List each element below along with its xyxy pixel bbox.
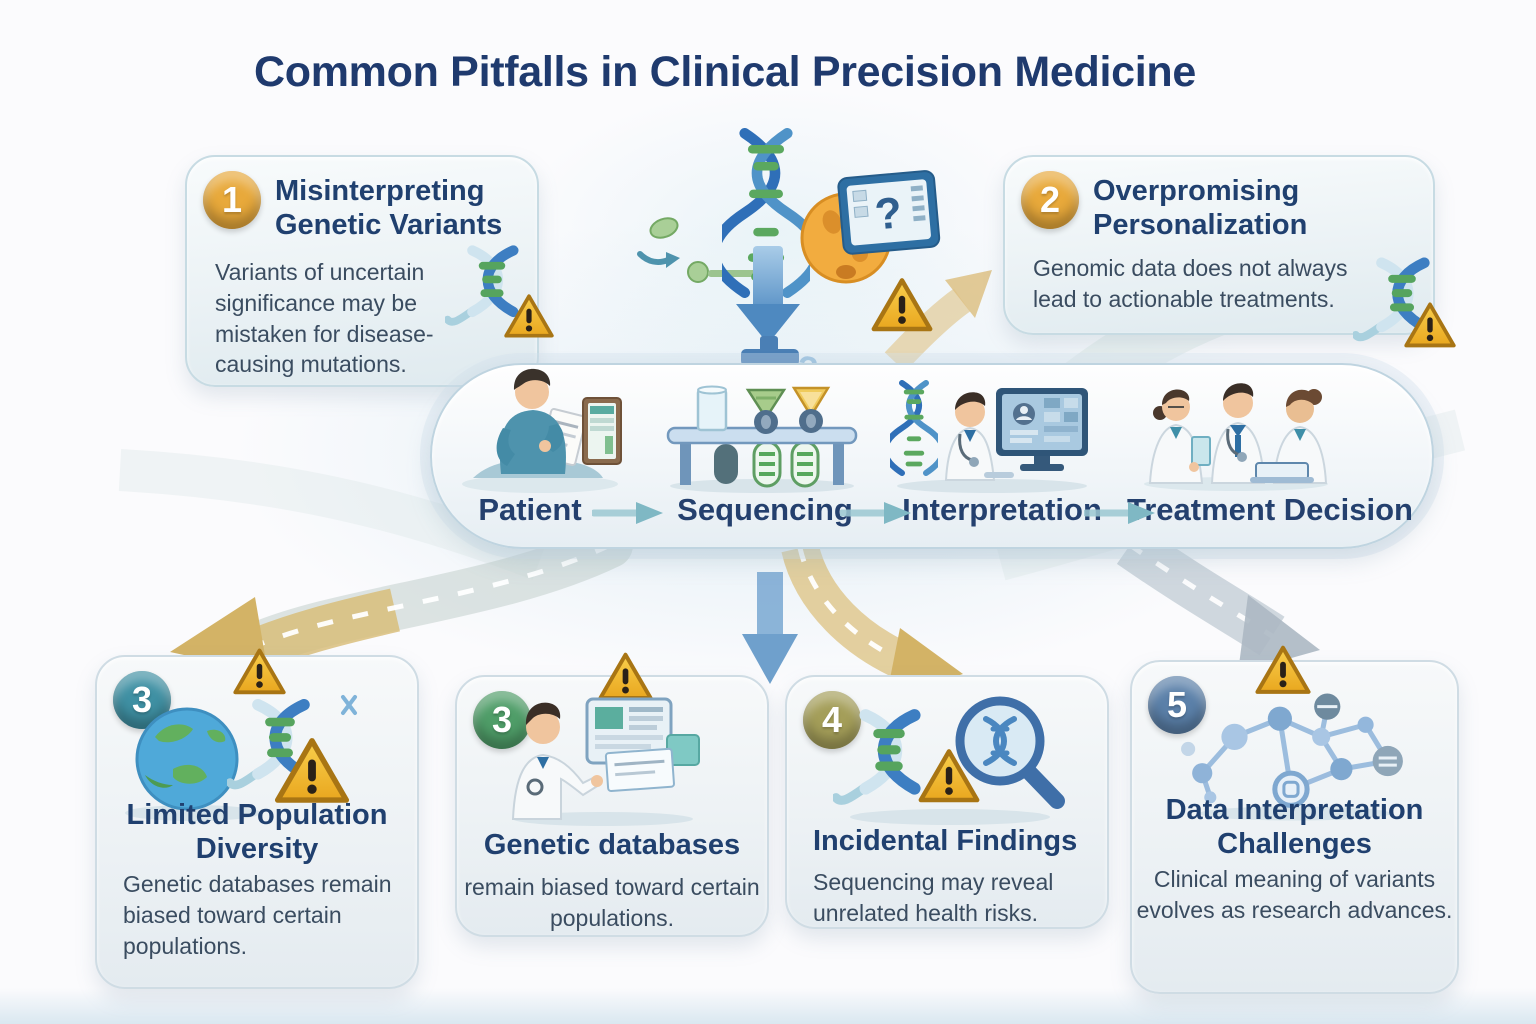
background-wash xyxy=(0,988,1536,1024)
molecular-network-illustration xyxy=(1181,693,1403,821)
magnifier-dna-icon xyxy=(955,696,1065,809)
pitfall-description: Clinical meaning of variants evolves as … xyxy=(1136,866,1453,923)
bedside-screen-icon xyxy=(582,397,622,465)
pitfall-description: Genomic data does not always lead to act… xyxy=(1033,255,1348,312)
warning-icon xyxy=(874,280,930,329)
flow-arrow-icon xyxy=(592,502,663,524)
pitfall-number-badge: 5 xyxy=(1148,676,1206,734)
clinician-figure xyxy=(1148,389,1211,484)
clinician-figure xyxy=(1210,383,1266,484)
pitfall-card-3-databases: 3 xyxy=(455,675,769,937)
pitfall-title: Genetic databases xyxy=(483,829,741,861)
pitfall-description: Variants of uncertain significance may b… xyxy=(215,259,434,378)
beaker-icon xyxy=(696,385,728,432)
flow-arrow-icon xyxy=(1084,502,1155,524)
pitfall-number-badge: 2 xyxy=(1021,171,1079,229)
sequencing-lab-illustration xyxy=(666,385,858,493)
doctor-figure xyxy=(511,702,603,820)
pitfall-number-badge: 1 xyxy=(203,171,261,229)
pitfall-card-1: 1 Misinterpreting Genetic Variants Varia… xyxy=(185,155,539,387)
warning-icon xyxy=(503,291,555,343)
network-node-icon xyxy=(1181,693,1403,808)
flow-arrow-icon xyxy=(840,502,911,524)
microbe-icon xyxy=(687,261,709,283)
flow-step-label-interpretation: Interpretation xyxy=(902,492,1102,527)
records-monitor-icon xyxy=(585,697,673,765)
pitfall-number-badge: 3 xyxy=(473,691,531,749)
dna-icon xyxy=(836,715,914,800)
pitfall-number-badge: 3 xyxy=(113,671,171,729)
pitfall-title: Misinterpreting Genetic Variants xyxy=(275,175,503,241)
pitfall-card-5: 5 xyxy=(1130,660,1459,994)
band-connector xyxy=(741,349,799,366)
flow-step-label-patient: Patient xyxy=(478,492,582,527)
pitfall-title: Overpromising Personalization xyxy=(1093,175,1308,241)
genomics-uncertainty-illustration: ? xyxy=(637,126,941,352)
flow-step-label-treatment-decision: Treatment Decision xyxy=(1127,492,1413,527)
pitfall-card-3-diversity: 3 Limited Population Diversity Genetic d… xyxy=(95,655,419,989)
interpretation-illustration xyxy=(888,372,1088,493)
band-connector xyxy=(760,336,778,352)
microbe-icon xyxy=(649,217,679,239)
pitfall-description: Sequencing may reveal unrelated health r… xyxy=(813,869,1054,926)
down-arrow xyxy=(753,246,783,308)
sample-funnel-icon xyxy=(745,388,787,434)
patient-illustration xyxy=(462,368,622,493)
sample-funnel-icon xyxy=(791,386,831,433)
pitfall-description: remain biased toward certain populations… xyxy=(464,874,760,931)
dna-helix-icon xyxy=(888,383,943,473)
pitfall-number-badge: 4 xyxy=(803,691,861,749)
pitfall-title: Limited Population Diversity xyxy=(126,799,388,865)
pitfall-card-2: 2 Overpromising Personalization Genomic … xyxy=(1003,155,1435,335)
pitfall-description: Genetic databases remain biased toward c… xyxy=(123,871,392,959)
pitfall-title: Incidental Findings xyxy=(813,825,1078,857)
page-title: Common Pitfalls in Clinical Precision Me… xyxy=(254,48,1196,96)
flow-step-label-sequencing: Sequencing xyxy=(677,492,853,527)
monitor-icon xyxy=(996,388,1088,471)
treatment-discussion-illustration xyxy=(1144,383,1328,491)
globe-dna-warning-illustration xyxy=(125,695,357,821)
record-card-icon xyxy=(604,747,675,792)
pitfall-title: Data Interpretation Challenges xyxy=(1165,794,1424,860)
pitfall-card-4: 4 Incidental Findings Sequencing may rev… xyxy=(785,675,1109,929)
doctor-figure xyxy=(944,392,996,481)
tablet-question-icon: ? xyxy=(837,170,941,255)
laptop-icon xyxy=(1255,462,1309,480)
incidental-findings-illustration xyxy=(825,696,1065,825)
question-mark-glyph: ? xyxy=(873,188,904,239)
clinician-computer-illustration xyxy=(511,697,700,826)
warning-icon xyxy=(1403,299,1457,353)
globe-icon xyxy=(135,707,239,811)
